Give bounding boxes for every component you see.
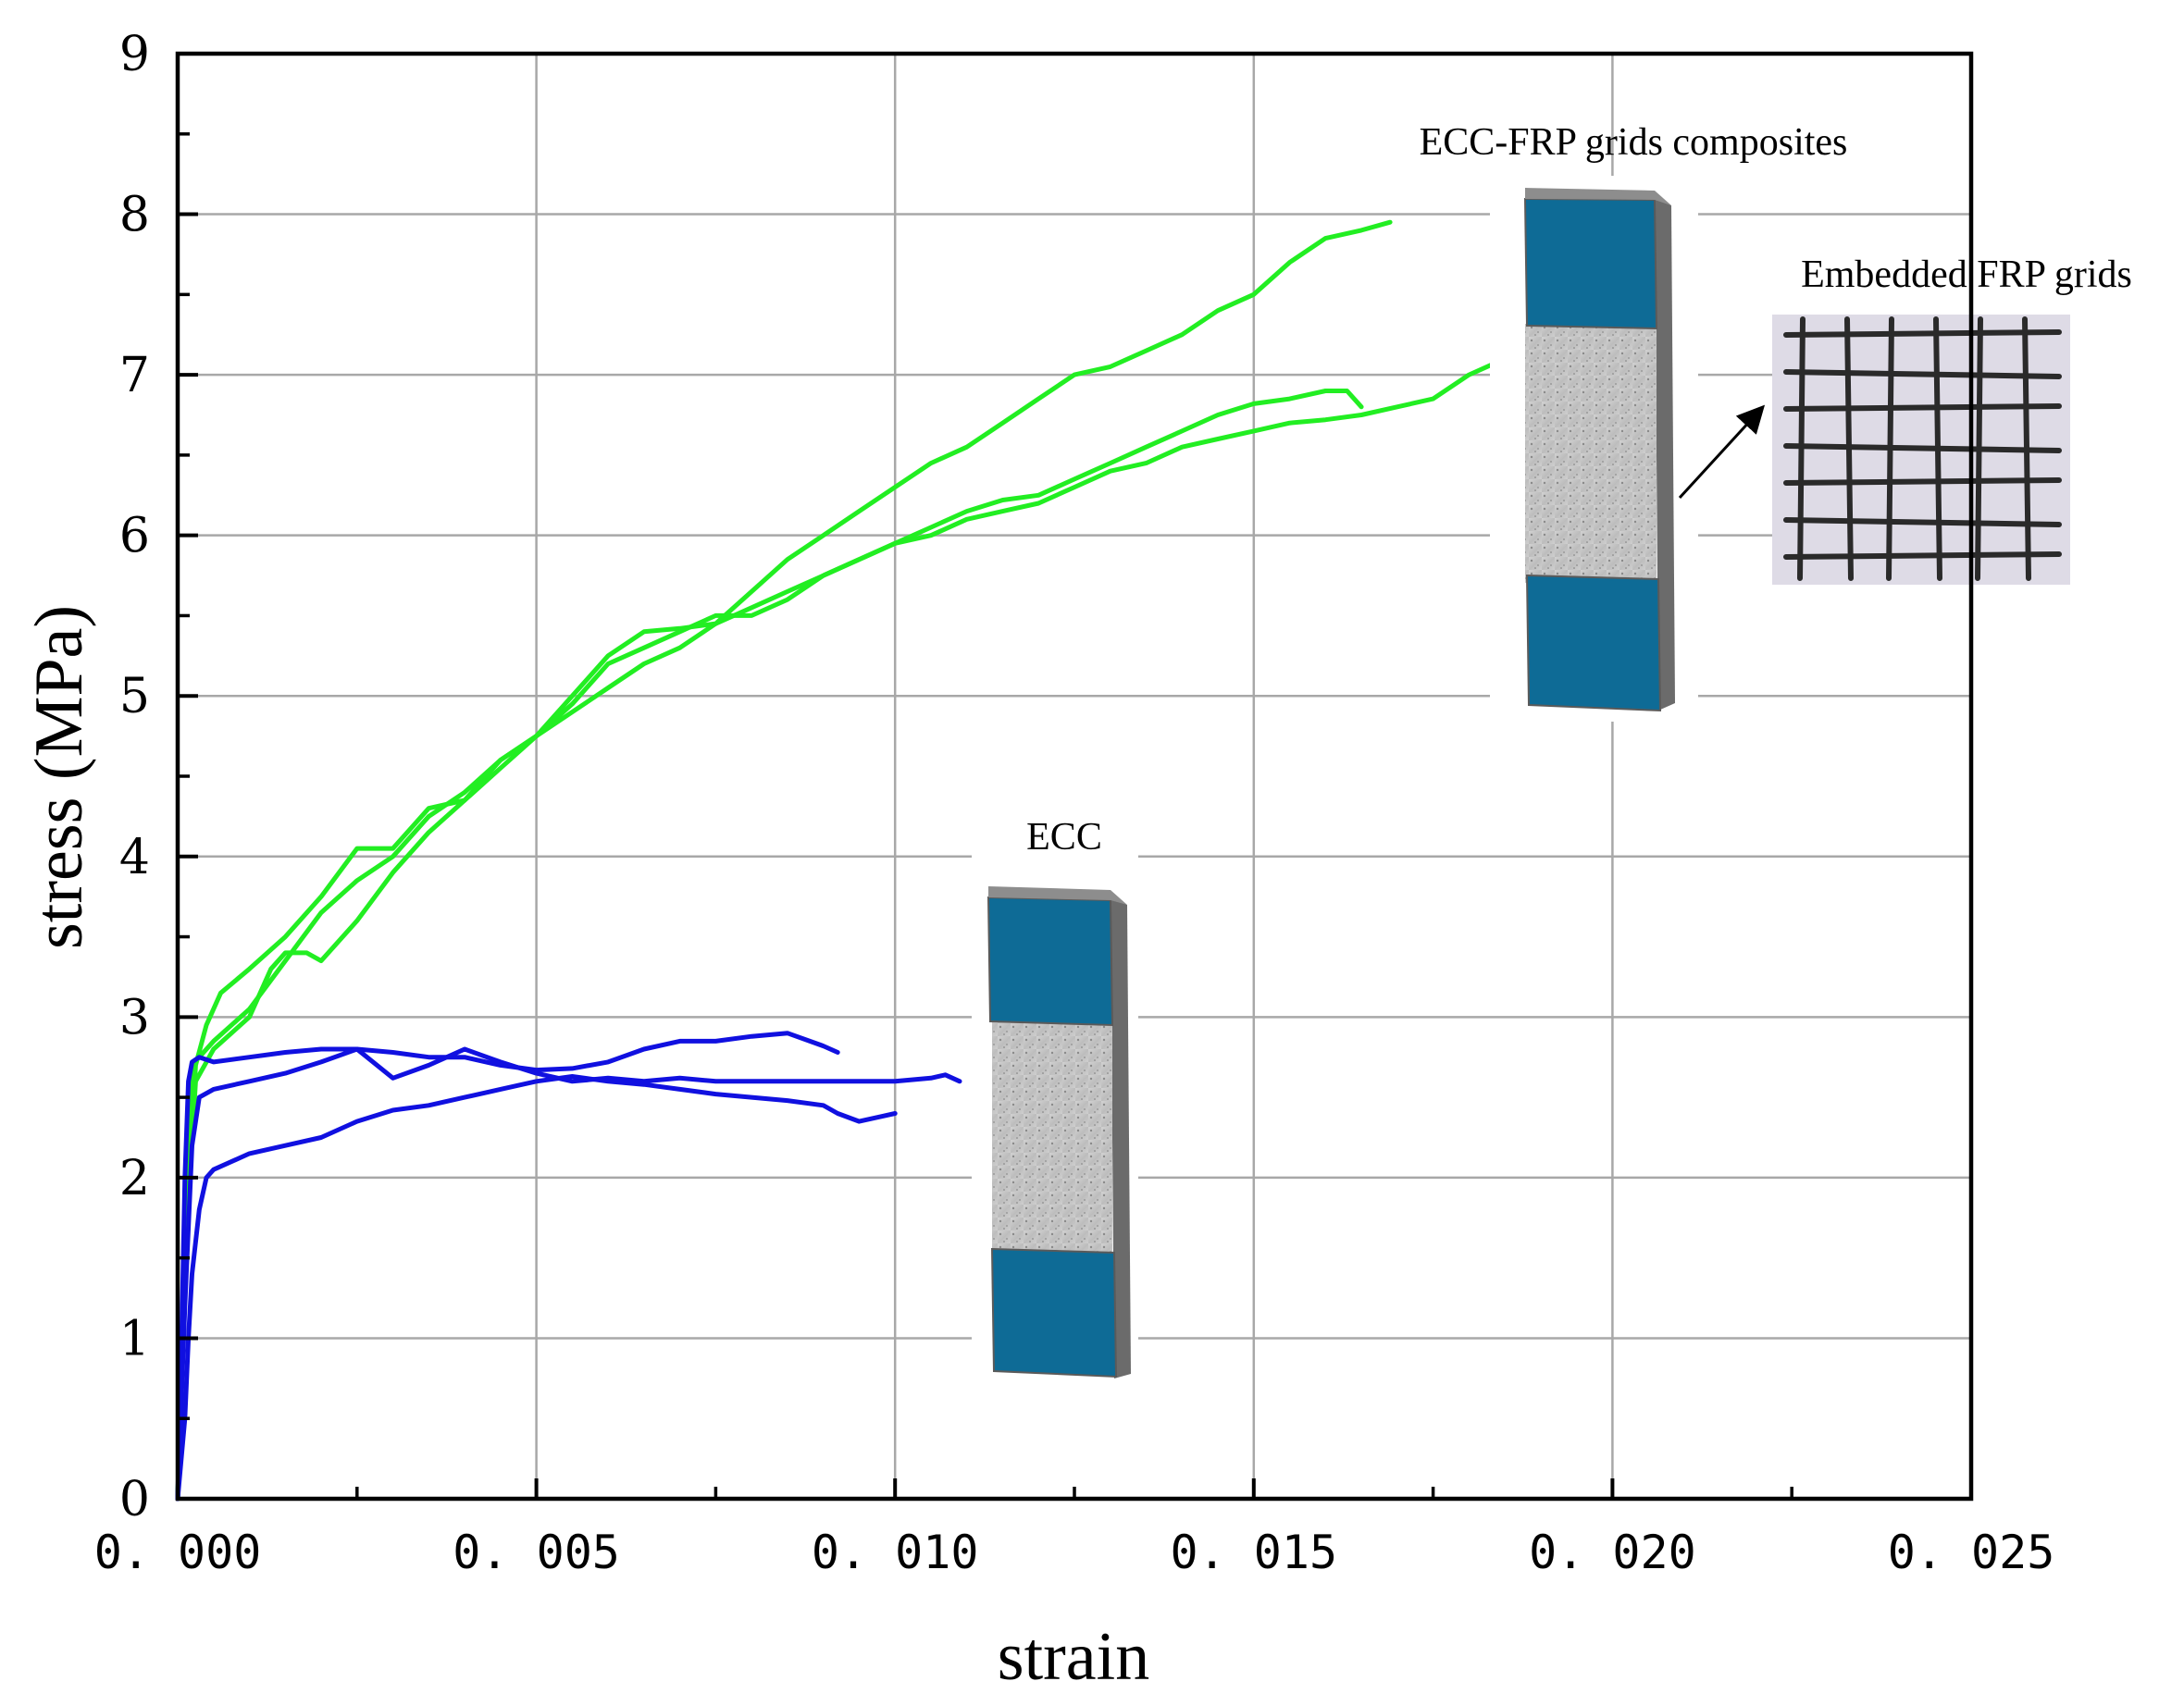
frp-grid-bar [1783, 329, 2062, 338]
series-line-6 [175, 1074, 898, 1502]
y-tick-label: 0 [119, 1472, 150, 1527]
composite-annotation: ECC-FRP grids composites [1420, 121, 1848, 164]
y-tick-labels: 0 1 2 3 4 5 6 7 8 9 [119, 27, 150, 1527]
composite-specimen-top-grip [1523, 197, 1658, 330]
x-tick-label: 0. 015 [1170, 1526, 1337, 1579]
frp-grid-bar [1783, 551, 2062, 560]
frp-grid-bar [1783, 517, 2062, 527]
frp-grid-bar [1783, 477, 2062, 486]
x-tick-label: 0. 020 [1529, 1526, 1696, 1579]
frp-grid-bar [1783, 369, 2062, 379]
y-tick-label: 6 [119, 509, 150, 564]
series-line-3 [175, 356, 1508, 1502]
series-line-1 [175, 219, 1393, 1502]
axis-ticks [176, 52, 1973, 1501]
grid-pointer-arrow [1678, 404, 1766, 500]
frp-grid-annotation: Embedded FRP grids [1801, 253, 2132, 296]
x-tick-labels: 0. 000 0. 005 0. 010 0. 015 0. 020 0. 025 [94, 1526, 2055, 1579]
y-tick-label: 9 [119, 27, 150, 82]
x-axis-title: strain [998, 1619, 1149, 1695]
frp-grid-photo [1772, 315, 2070, 585]
y-tick-label: 5 [119, 669, 150, 724]
composite-specimen-illustration [1490, 176, 1698, 722]
y-tick-label: 1 [119, 1311, 150, 1366]
ecc-specimen-top-grip [987, 896, 1114, 1027]
y-tick-label: 4 [119, 830, 150, 885]
composite-specimen-bottom-grip [1525, 574, 1662, 712]
ecc-specimen-bottom-grip [990, 1247, 1118, 1378]
series-line-2 [175, 389, 1364, 1502]
x-tick-label: 0. 025 [1888, 1526, 2055, 1579]
y-tick-label: 2 [119, 1151, 150, 1206]
ecc-specimen-body [992, 1018, 1112, 1254]
composite-specimen-body [1525, 324, 1657, 583]
y-tick-label: 7 [119, 348, 150, 403]
y-axis-title: stress (MPa) [21, 605, 97, 949]
y-tick-label: 8 [119, 188, 150, 243]
frp-grid-bar [1783, 443, 2062, 453]
ecc-annotation: ECC [1026, 816, 1102, 859]
x-tick-label: 0. 010 [812, 1526, 979, 1579]
x-tick-label: 0. 000 [94, 1526, 262, 1579]
y-tick-label: 3 [119, 990, 150, 1045]
x-tick-label: 0. 005 [453, 1526, 620, 1579]
series-line-4 [175, 1031, 840, 1502]
ecc-specimen-illustration [972, 837, 1138, 1378]
frp-grid-bar [1783, 403, 2062, 412]
series-line-5 [175, 1046, 962, 1502]
series-layer [175, 219, 1508, 1502]
